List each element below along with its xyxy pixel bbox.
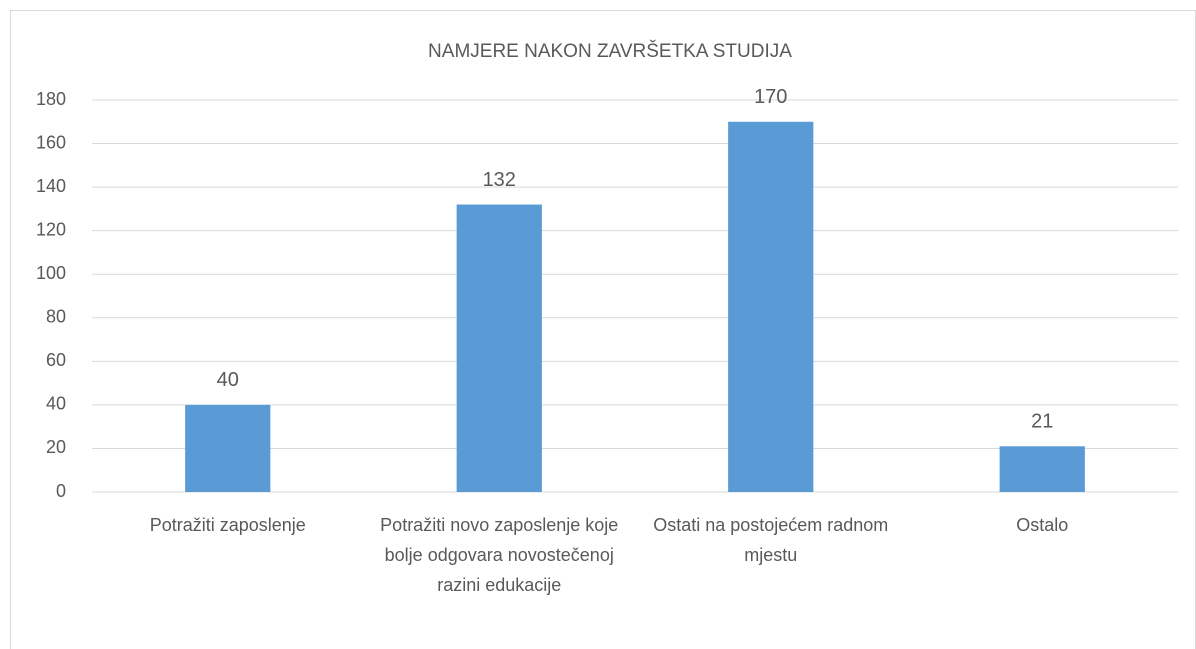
y-tick-label: 60 [46, 350, 66, 370]
y-tick-label: 40 [46, 394, 66, 414]
data-label: 170 [754, 86, 787, 108]
data-label: 40 [217, 369, 239, 391]
x-tick-label: Ostati na postojećem radnom mjestu [653, 515, 889, 565]
y-tick-label: 100 [36, 263, 66, 283]
bar [185, 404, 271, 492]
chart-title: NAMJERE NAKON ZAVRŠETKA STUDIJA [428, 40, 792, 62]
y-tick-label: 0 [56, 481, 66, 501]
x-tick-label: Potražiti novo zaposlenje koje bolje odg… [380, 515, 619, 595]
bar [728, 121, 814, 493]
x-tick-label: Ostalo [1016, 515, 1069, 535]
y-tick-label: 180 [36, 89, 66, 109]
y-tick-label: 120 [36, 219, 66, 239]
x-tick-label: Potražiti zaposlenje [149, 515, 306, 535]
y-tick-label: 160 [36, 132, 66, 152]
y-tick-label: 20 [46, 437, 66, 457]
data-label: 21 [1031, 411, 1053, 433]
bar [456, 204, 542, 493]
y-tick-label: 80 [46, 307, 66, 327]
data-label: 132 [483, 169, 516, 191]
bar [999, 446, 1085, 492]
y-tick-label: 140 [36, 176, 66, 196]
